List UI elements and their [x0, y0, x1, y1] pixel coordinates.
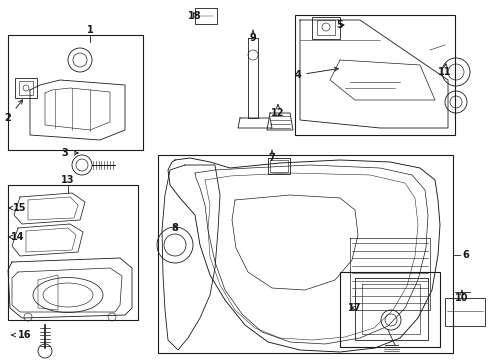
Text: 1: 1 [86, 25, 93, 35]
Bar [8, 35, 142, 150]
Text: 12: 12 [271, 105, 284, 118]
Text: 6: 6 [462, 250, 468, 260]
Text: 16: 16 [12, 330, 32, 340]
Text: 13: 13 [61, 175, 75, 185]
Bar [444, 298, 484, 326]
Text: 5: 5 [336, 20, 343, 30]
Bar [294, 15, 454, 135]
Bar [339, 272, 439, 347]
Text: 7: 7 [268, 150, 275, 163]
Bar [269, 160, 287, 172]
Bar [267, 158, 289, 174]
Bar [311, 17, 339, 39]
Text: 15: 15 [9, 203, 27, 213]
Bar [8, 185, 138, 320]
Text: 10: 10 [454, 290, 468, 303]
Text: 4: 4 [294, 67, 338, 80]
Text: 8: 8 [171, 223, 178, 233]
Text: 11: 11 [437, 64, 451, 77]
Text: 9: 9 [249, 30, 256, 43]
Text: 2: 2 [4, 100, 22, 123]
Bar [19, 81, 33, 95]
Text: 17: 17 [347, 303, 361, 313]
Text: 18: 18 [188, 11, 202, 21]
Text: 3: 3 [61, 148, 78, 158]
Text: 14: 14 [8, 232, 25, 242]
Bar [15, 78, 37, 98]
Bar [158, 155, 452, 353]
Bar [316, 20, 334, 35]
Bar [195, 8, 217, 24]
